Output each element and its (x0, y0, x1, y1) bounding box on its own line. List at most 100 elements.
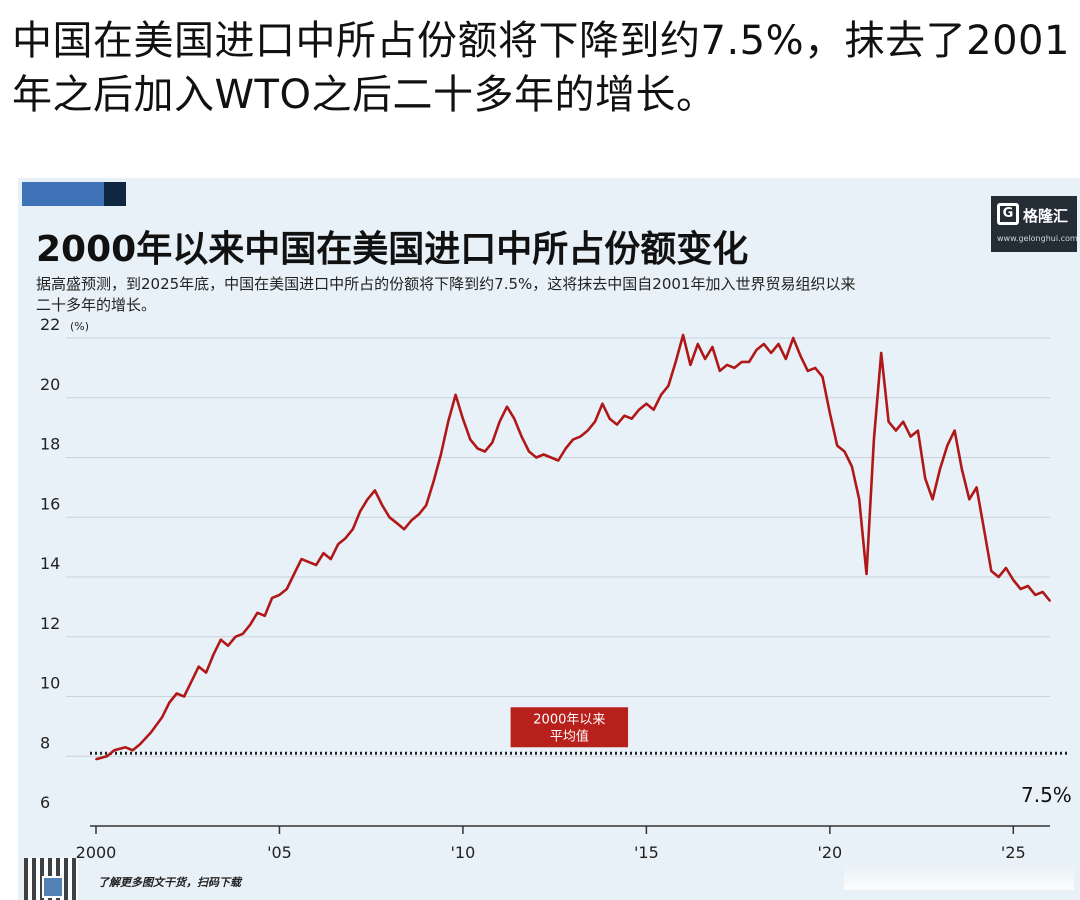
y-tick-label: 16 (40, 494, 60, 513)
y-tick-label: 6 (40, 793, 50, 812)
data-point (1019, 588, 1022, 590)
data-point (784, 358, 787, 360)
chart-card: G 格隆汇 www.gelonghui.com 2000年以来中国在美国进口中所… (18, 178, 1080, 900)
chart-subtitle: 据高盛预测，到2025年底，中国在美国进口中所占的份额将下降到约7.5%，这将抹… (36, 275, 856, 314)
data-point (711, 346, 714, 348)
data-point (432, 480, 435, 483)
data-point (1049, 600, 1051, 602)
data-point (895, 429, 897, 432)
chart-title: 2000年以来中国在美国进口中所占份额变化 (36, 229, 749, 270)
data-point (95, 758, 97, 761)
data-point (241, 632, 244, 635)
data-point (1034, 594, 1037, 596)
data-point (594, 420, 596, 423)
data-point (997, 576, 1000, 578)
data-point (337, 543, 340, 545)
data-point (454, 393, 457, 396)
data-point (909, 435, 912, 438)
y-unit-label: (%) (70, 320, 89, 333)
data-point (564, 447, 567, 450)
data-point (579, 435, 582, 438)
y-tick-label: 14 (40, 554, 60, 573)
data-point (1027, 585, 1029, 587)
x-tick-label: 2000 (76, 843, 117, 862)
data-point (770, 352, 772, 354)
data-point (696, 343, 699, 345)
data-point (300, 558, 303, 560)
data-point (175, 692, 178, 695)
data-point (806, 370, 809, 372)
data-point (828, 411, 831, 414)
y-tick-label: 22 (40, 315, 60, 334)
header-band-light (22, 182, 104, 206)
data-point (307, 561, 310, 563)
data-point (975, 486, 978, 489)
data-point (652, 408, 655, 411)
x-tick-label: '20 (817, 843, 842, 862)
y-tick-label: 20 (40, 375, 60, 394)
post-text: 中国在美国进口中所占份额将下降到约7.5%，抹去了2001年之后加入WTO之后二… (12, 18, 1070, 118)
data-point (873, 438, 875, 441)
data-point (924, 477, 927, 480)
data-point (1012, 579, 1015, 581)
data-point (484, 450, 486, 453)
data-point (513, 417, 516, 420)
data-point (139, 743, 141, 746)
x-tick-label: '15 (634, 843, 659, 862)
data-point (748, 361, 750, 363)
data-point (843, 450, 846, 453)
data-point (234, 635, 237, 638)
data-point (799, 355, 802, 357)
data-point (476, 447, 479, 450)
data-point (329, 558, 332, 560)
data-point (1005, 567, 1007, 569)
data-point (293, 573, 295, 575)
data-point (601, 402, 604, 405)
data-point (528, 450, 530, 453)
series-line (95, 333, 1052, 761)
data-point (212, 653, 215, 656)
end-value-label: 7.5% (1021, 783, 1072, 807)
data-point (674, 361, 677, 363)
data-point (161, 716, 163, 719)
data-point (961, 468, 963, 471)
data-point (792, 337, 795, 339)
qr-code-icon[interactable] (24, 858, 78, 900)
data-point (858, 498, 861, 501)
data-point (726, 364, 728, 366)
logo-name: 格隆汇 (1023, 207, 1069, 225)
data-point (374, 489, 376, 492)
data-point (183, 695, 186, 698)
data-point (418, 513, 420, 516)
header-band-dark (104, 182, 126, 206)
data-point (520, 435, 523, 438)
data-point (917, 429, 919, 432)
data-point (285, 588, 288, 590)
data-point (777, 343, 780, 345)
data-point (586, 429, 589, 432)
data-point (1041, 591, 1044, 593)
data-point (704, 358, 706, 360)
average-label-box (510, 707, 629, 748)
y-tick-label: 8 (40, 733, 50, 752)
data-point (718, 370, 721, 372)
data-point (219, 638, 222, 641)
data-point (953, 429, 956, 432)
data-point (106, 755, 108, 758)
data-point (344, 537, 347, 540)
data-point (447, 420, 450, 423)
data-point (821, 375, 824, 378)
data-point (762, 343, 765, 345)
data-point (542, 453, 545, 456)
data-point (168, 701, 171, 704)
data-point (740, 361, 743, 363)
x-tick-label: '05 (267, 843, 292, 862)
data-point (278, 594, 281, 596)
data-point (550, 456, 552, 459)
data-point (557, 459, 560, 462)
data-point (366, 498, 369, 501)
data-point (733, 367, 736, 369)
data-point (572, 438, 574, 441)
data-point (205, 671, 208, 674)
data-point (190, 680, 193, 683)
